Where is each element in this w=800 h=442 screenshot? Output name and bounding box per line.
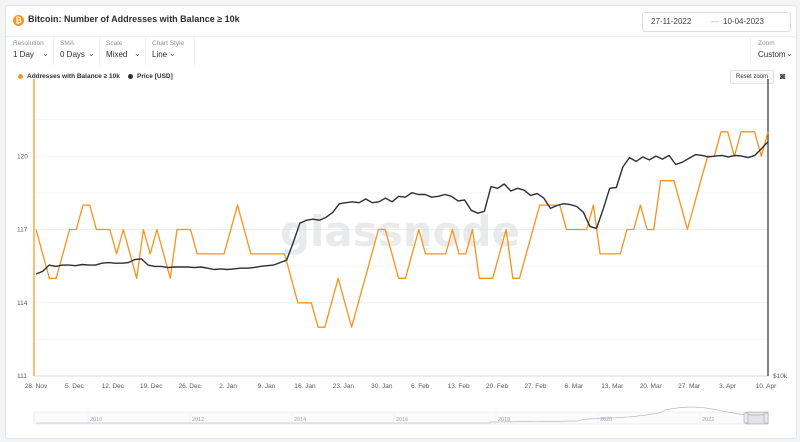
resolution-select[interactable]: Resolution 1 Day ⌄ [6,37,54,65]
x-tick-label: 23. Jan [333,383,355,390]
x-tick-label: 27. Mar [678,383,701,390]
sma-label: SMA [60,40,75,47]
legend-label: Price [USD] [137,73,173,80]
x-tick-label: 2. Jan [219,383,237,390]
camera-icon[interactable]: ◙ [780,71,786,81]
navigator: 2010 2012 2014 2016 2018 2020 2022 [33,406,769,425]
legend-price[interactable]: Price [USD] [128,73,173,80]
chevron-down-icon: ⌄ [42,49,49,58]
reset-zoom-button[interactable]: Reset zoom [730,70,774,84]
legend-swatch [18,73,23,79]
scale-select[interactable]: Scale Mixed ⌄ [99,37,146,65]
navigator-year-label: 2012 [192,417,204,423]
zoom-value: Custom [758,50,786,59]
navigator-history-line [36,406,767,424]
chevron-down-icon: ⌄ [169,49,176,58]
x-tick-label: 12. Dec [102,383,125,390]
date-start[interactable]: 27-11-2022 [651,17,692,26]
x-tick-label: 20. Mar [640,383,663,390]
navigator-year-label: 2022 [702,417,714,423]
chart-style-label: Chart Style [152,40,185,47]
y-tick-label: 120 [17,153,28,160]
x-tick-label: 13. Mar [601,383,624,390]
x-tick-label: 20. Feb [486,383,508,390]
sma-select[interactable]: SMA 0 Days ⌄ [53,37,100,65]
chevron-down-icon: ⌄ [88,49,95,58]
zoom-label: Zoom [758,40,775,47]
chevron-down-icon: ⌄ [134,49,141,58]
bitcoin-icon: ₿ [13,15,24,26]
y-right-tick-label: $10k [773,373,788,380]
chart-style-value: Line [152,50,168,59]
chevron-down-icon: ⌄ [786,49,793,58]
scale-value: Mixed [106,50,128,59]
x-tick-label: 19. Dec [140,383,163,390]
x-tick-label: 3. Apr [719,383,737,390]
navigator-year-label: 2014 [294,417,306,423]
resolution-label: Resolution [13,40,44,47]
resolution-value: 1 Day [13,50,34,59]
y-tick-label: 114 [17,300,28,307]
zoom-select[interactable]: Zoom Custom ⌄ [750,37,797,65]
sma-value: 0 Days [60,50,85,59]
chart-style-select[interactable]: Chart Style Line ⌄ [145,37,195,65]
navigator-year-label: 2018 [498,417,510,423]
chart-title: Bitcoin: Number of Addresses with Balanc… [28,14,240,24]
date-end[interactable]: 10-04-2023 [723,17,764,26]
chart-header: ₿ Bitcoin: Number of Addresses with Bala… [6,6,796,37]
navigator-year-label: 2020 [600,417,612,423]
x-tick-label: 16. Jan [294,383,316,390]
legend-label: Addresses with Balance ≥ 10k [27,73,120,80]
navigator-handle-right[interactable] [763,412,769,424]
date-range-picker[interactable]: 27-11-2022 — 10-04-2023 [642,12,791,32]
chart-card: ₿ Bitcoin: Number of Addresses with Bala… [5,5,797,439]
x-tick-label: 26. Dec [178,383,201,390]
legend-swatch [128,73,133,79]
x-tick-label: 28. Nov [25,383,48,390]
navigator-year-label: 2016 [396,417,408,423]
x-tick-label: 6. Mar [565,383,584,390]
series-line-price [35,141,769,275]
x-tick-label: 10. Apr [756,383,777,390]
series-line-addresses [35,131,769,328]
x-tick-label: 13. Feb [448,383,470,390]
navigator-handle-left[interactable] [743,412,749,424]
navigator-year-label: 2010 [90,417,102,423]
watermark: glassnode [280,207,520,256]
x-tick-label: 27. Feb [524,383,546,390]
x-tick-label: 5. Dec [65,383,85,390]
y-tick-label: 117 [17,227,28,234]
date-separator: — [711,17,719,26]
chart-controls: Resolution 1 Day ⌄ SMA 0 Days ⌄ Scale Mi… [6,37,796,65]
x-tick-label: 9. Jan [258,383,276,390]
y-tick-label: 111 [17,373,27,380]
x-tick-label: 6. Feb [411,383,430,390]
x-tick-label: 30. Jan [371,383,393,390]
scale-label: Scale [106,40,123,47]
legend-addresses[interactable]: Addresses with Balance ≥ 10k [18,73,120,80]
